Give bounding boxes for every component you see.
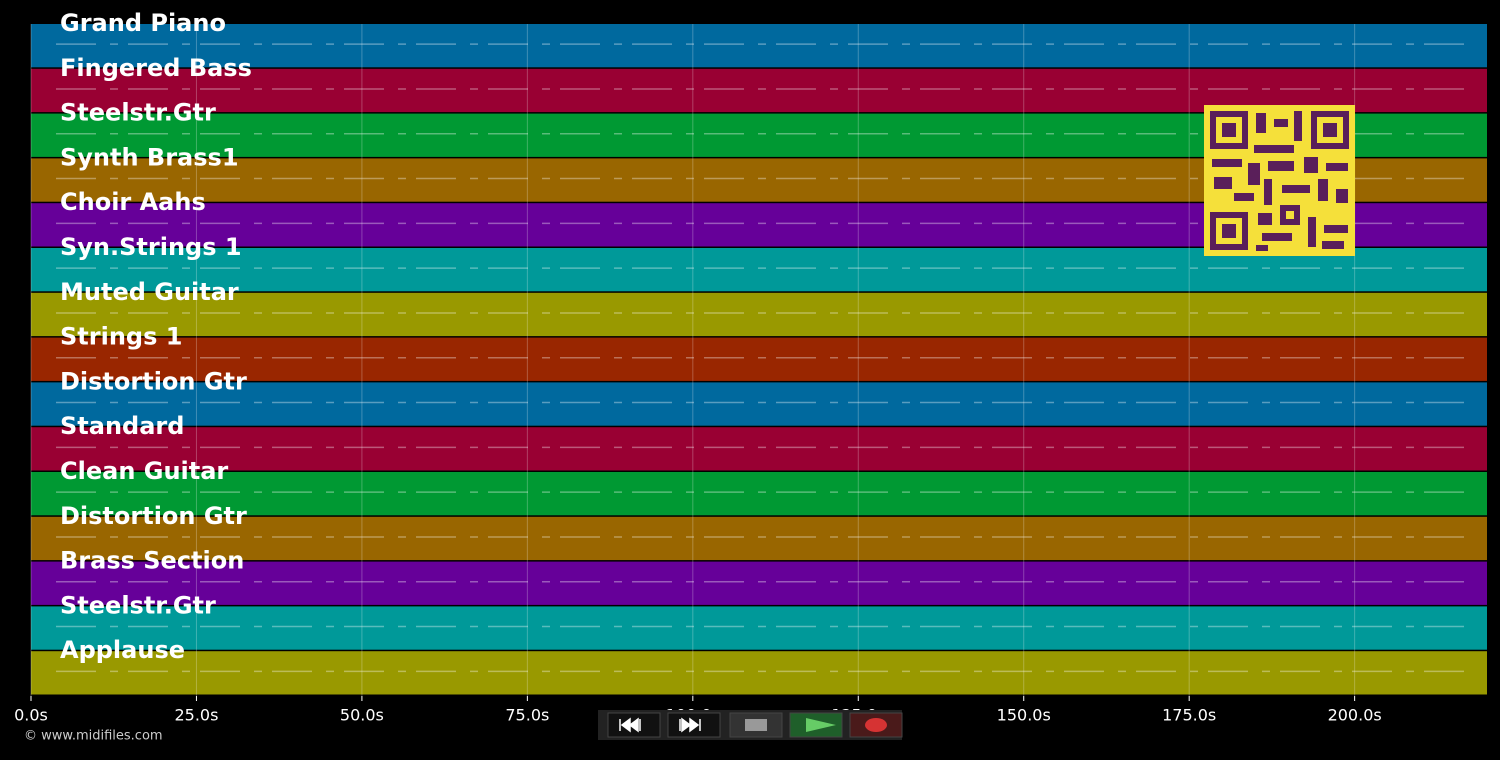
track-labels: Grand Piano Fingered Bass Steelstr.Gtr Synt…: [60, 9, 252, 664]
track-name: Steelstr.Gtr: [60, 99, 216, 127]
track-name: Choir Aahs: [60, 188, 206, 216]
record-icon: [865, 718, 887, 732]
track-name: Muted Guitar: [60, 278, 239, 306]
track-lane: [31, 292, 1487, 337]
rewind-button[interactable]: [607, 712, 661, 738]
track-name: Fingered Bass: [60, 54, 252, 82]
track-lane: [31, 24, 1487, 68]
track-name: Syn.Strings 1: [60, 233, 242, 261]
track-name: Distortion Gtr: [60, 367, 247, 395]
play-icon: [806, 718, 836, 732]
transport-controls: [598, 710, 903, 740]
credit: © www.midifiles.com: [24, 729, 163, 744]
qr-pattern: [1210, 111, 1349, 251]
track-name: Applause: [60, 636, 185, 664]
track-lane: [31, 561, 1487, 605]
track-lane: [31, 427, 1487, 471]
track-lane: [31, 472, 1487, 516]
track-name: Clean Guitar: [60, 457, 228, 485]
forward-icon: [679, 717, 701, 733]
qr-code: [1204, 105, 1355, 256]
track-name: Distortion Gtr: [60, 502, 247, 530]
track-lane: [31, 68, 1487, 113]
stop-icon: [745, 719, 767, 731]
track-lane: [31, 606, 1487, 650]
track-lane: [31, 516, 1487, 561]
track-lane: [31, 337, 1487, 381]
x-tick-label: 150.0s: [997, 706, 1051, 725]
x-tick-label: 200.0s: [1328, 706, 1382, 725]
rewind-icon: [619, 717, 641, 733]
track-name: Steelstr.Gtr: [60, 591, 216, 619]
track-name: Standard: [60, 412, 184, 440]
x-tick-label: 25.0s: [174, 706, 218, 725]
x-tick-label: 0.0s: [14, 706, 48, 725]
track-name: Brass Section: [60, 547, 244, 575]
x-tick-label: 50.0s: [340, 706, 384, 725]
track-lane: [31, 382, 1487, 426]
track-lane: [31, 651, 1487, 695]
x-tick-label: 175.0s: [1162, 706, 1216, 725]
track-name: Grand Piano: [60, 9, 226, 37]
x-tick-label: 75.0s: [505, 706, 549, 725]
track-name: Synth Brass1: [60, 143, 239, 171]
track-name: Strings 1: [60, 323, 182, 351]
